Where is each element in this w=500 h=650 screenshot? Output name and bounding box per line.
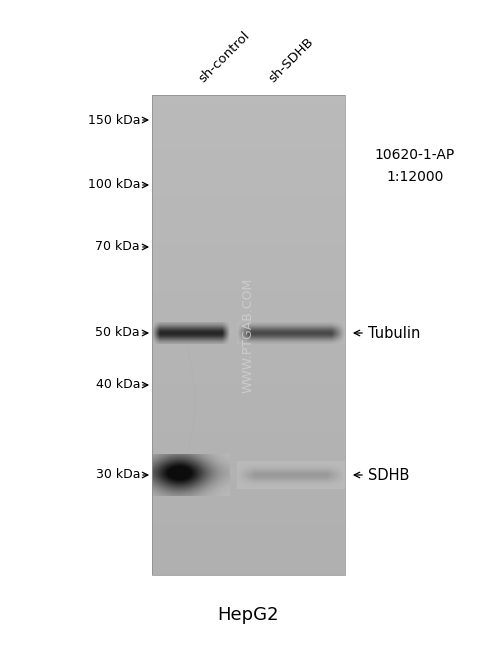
Text: 30 kDa: 30 kDa <box>96 469 140 482</box>
Bar <box>152 95 345 575</box>
Text: 100 kDa: 100 kDa <box>88 179 140 192</box>
Text: 10620-1-AP: 10620-1-AP <box>375 148 455 162</box>
Text: SDHB: SDHB <box>368 467 410 482</box>
Text: 150 kDa: 150 kDa <box>88 114 140 127</box>
Text: 50 kDa: 50 kDa <box>96 326 140 339</box>
Text: WWW.PTGAB.COM: WWW.PTGAB.COM <box>242 278 255 393</box>
Text: Tubulin: Tubulin <box>368 326 420 341</box>
Text: sh-control: sh-control <box>196 29 252 85</box>
Text: HepG2: HepG2 <box>217 606 279 624</box>
Text: sh-SDHB: sh-SDHB <box>266 35 316 85</box>
Text: 1:12000: 1:12000 <box>386 170 444 184</box>
Text: 70 kDa: 70 kDa <box>96 240 140 254</box>
Text: 40 kDa: 40 kDa <box>96 378 140 391</box>
